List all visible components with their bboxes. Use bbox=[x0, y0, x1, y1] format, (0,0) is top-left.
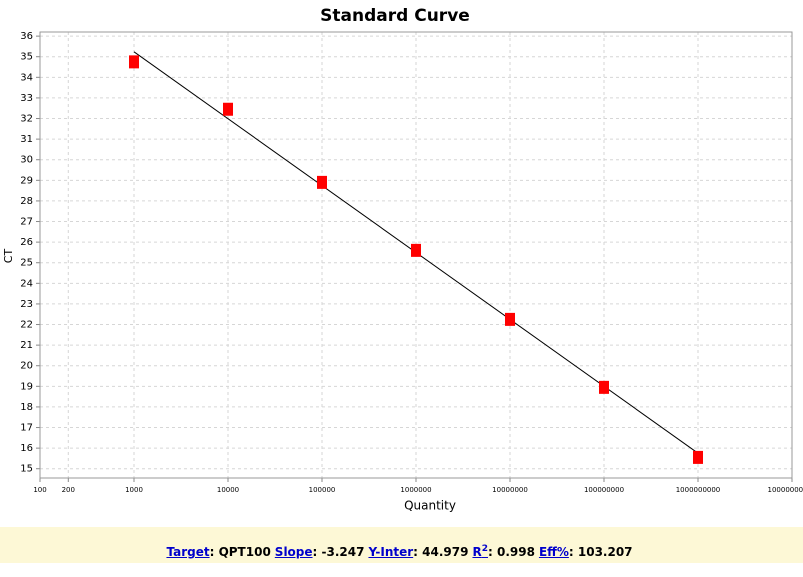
page: Standard Curve Quantity CT 15 16 17 18 19 20 2… bbox=[0, 0, 803, 563]
y-tick-label: 33 bbox=[20, 93, 33, 104]
x-axis-label: Quantity bbox=[404, 499, 456, 513]
data-point bbox=[693, 451, 703, 464]
data-point bbox=[223, 103, 233, 116]
x-tick-label: 10000000000 bbox=[768, 486, 803, 494]
y-tick-label: 18 bbox=[20, 402, 33, 413]
y-tick-label: 16 bbox=[20, 443, 33, 454]
y-tick-label: 31 bbox=[20, 134, 33, 145]
footer-label: Eff% bbox=[539, 545, 569, 559]
footer-label: Slope bbox=[275, 545, 313, 559]
footer-label: Target bbox=[166, 545, 209, 559]
y-tick-label: 30 bbox=[20, 155, 33, 166]
data-point bbox=[505, 313, 515, 326]
y-tick-label: 27 bbox=[20, 217, 33, 228]
x-tick-label: 10000000 bbox=[492, 486, 528, 494]
y-axis-label: CT bbox=[2, 249, 15, 264]
y-tick-label: 15 bbox=[20, 464, 33, 475]
y-tick-label: 26 bbox=[20, 237, 33, 248]
footer-label: R bbox=[472, 545, 481, 559]
footer-link[interactable]: Slope bbox=[275, 545, 313, 559]
footer-value: 0.998 bbox=[488, 545, 535, 559]
y-tick-label: 22 bbox=[20, 320, 33, 331]
y-tick-label: 36 bbox=[20, 31, 33, 42]
x-tick-label: 1000000 bbox=[400, 486, 431, 494]
y-tick-label: 21 bbox=[20, 340, 33, 351]
footer-link[interactable]: Eff% bbox=[539, 545, 569, 559]
data-point bbox=[129, 55, 139, 68]
y-tick-label: 32 bbox=[20, 114, 33, 125]
x-tick-label: 1000 bbox=[125, 486, 143, 494]
y-tick-label: 29 bbox=[20, 175, 33, 186]
footer-value: QPT100 bbox=[210, 545, 271, 559]
y-tick-label: 24 bbox=[20, 278, 33, 289]
y-tick-label: 17 bbox=[20, 423, 33, 434]
x-tick-label: 100000000 bbox=[584, 486, 624, 494]
y-tick-label: 28 bbox=[20, 196, 33, 207]
y-tick-label: 23 bbox=[20, 299, 33, 310]
x-tick-label: 100 bbox=[33, 486, 46, 494]
data-point bbox=[317, 176, 327, 189]
footer-value: -3.247 bbox=[313, 545, 365, 559]
x-tick-label: 1000000000 bbox=[676, 486, 721, 494]
data-point bbox=[411, 244, 421, 257]
footer-value: 44.979 bbox=[413, 545, 468, 559]
footer-link[interactable]: Y-Inter bbox=[368, 545, 413, 559]
y-tick-label: 35 bbox=[20, 52, 33, 63]
y-tick-label: 34 bbox=[20, 72, 33, 83]
footer-value: 103.207 bbox=[569, 545, 633, 559]
chart-title: Standard Curve bbox=[320, 6, 470, 26]
footer-link[interactable]: R2 bbox=[472, 545, 488, 559]
y-tick-label: 19 bbox=[20, 381, 33, 392]
data-point bbox=[599, 381, 609, 394]
x-tick-label: 200 bbox=[62, 486, 75, 494]
x-tick-label: 10000 bbox=[217, 486, 239, 494]
y-tick-label: 25 bbox=[20, 258, 33, 269]
x-tick-label: 100000 bbox=[309, 486, 336, 494]
y-tick-label: 20 bbox=[20, 361, 33, 372]
footer-link[interactable]: Target bbox=[166, 545, 209, 559]
chart: Standard Curve Quantity CT 15 16 17 18 19 20 2… bbox=[0, 0, 803, 527]
footer-label: Y-Inter bbox=[368, 545, 413, 559]
